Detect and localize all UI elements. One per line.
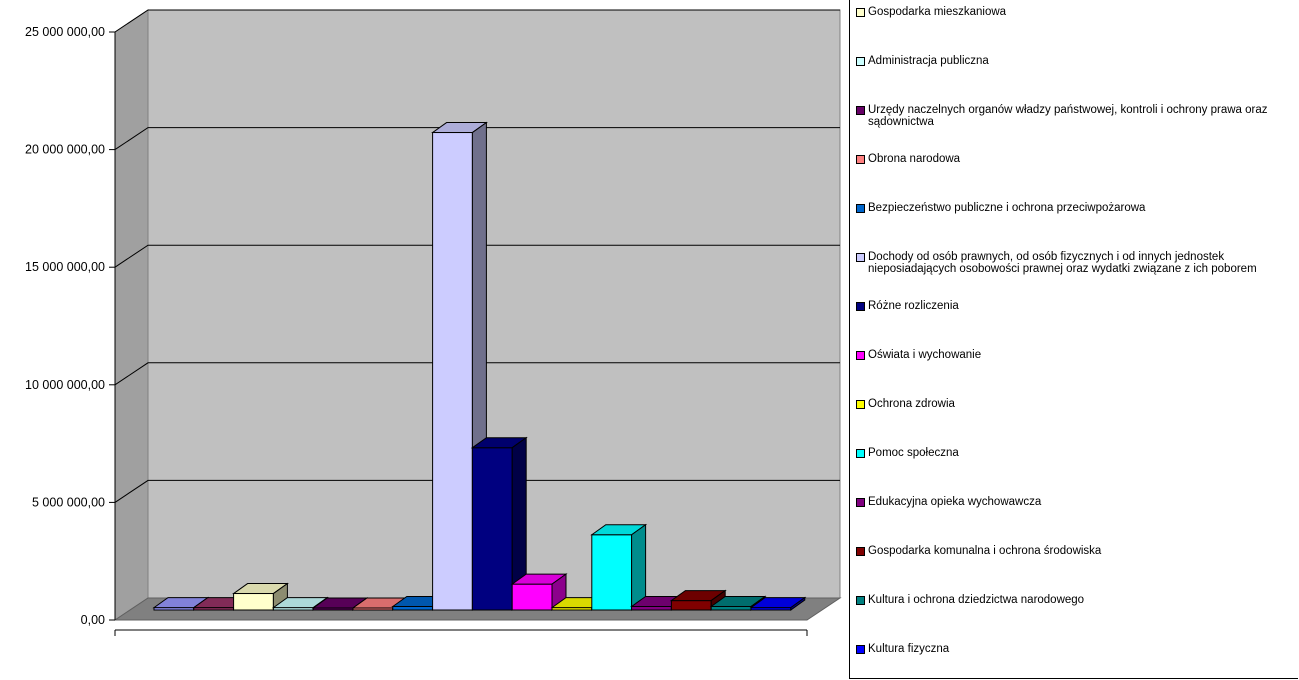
bar-front	[710, 605, 752, 611]
bar	[749, 596, 807, 611]
legend-label: Urzędy naczelnych organów władzy państwo…	[868, 104, 1268, 128]
chart-plot: 0,00 5 000 000,00 10 000 000,00 15 000 000,…	[25, 9, 842, 636]
legend-item: Administracja publiczna	[856, 55, 1294, 67]
legend-swatch	[856, 204, 865, 213]
legend-label: Bezpieczeństwo publiczne i ochrona przec…	[868, 202, 1146, 214]
bar-side	[631, 523, 647, 611]
legend-swatch	[856, 596, 865, 605]
y-tick-label: 0,00	[81, 613, 105, 627]
legend-swatch	[856, 155, 865, 164]
y-tick-label: 5 000 000,00	[32, 495, 105, 509]
bar-side	[790, 596, 806, 611]
bar	[232, 582, 289, 611]
legend-item: Różne rozliczenia	[856, 300, 1294, 312]
bar-front	[511, 583, 553, 611]
legend-swatch	[856, 351, 865, 360]
legend-item: Urzędy naczelnych organów władzy państwo…	[856, 104, 1294, 128]
bar-front	[591, 534, 633, 611]
legend-item: Ochrona zdrowia	[856, 398, 1294, 410]
bar-front	[233, 593, 274, 611]
legend-label: Edukacyjna opieka wychowawcza	[868, 496, 1042, 508]
chart-gridlines	[114, 9, 840, 503]
legend-swatch	[856, 253, 865, 262]
legend-item: Kultura fizyczna	[856, 643, 1294, 655]
legend-swatch	[856, 645, 865, 654]
legend-item: Edukacyjna opieka wychowawcza	[856, 496, 1294, 508]
chart-legend: Gospodarka mieszkaniowa Administracja pub…	[849, 0, 1298, 679]
legend-item: Bezpieczeństwo publiczne i ochrona przec…	[856, 202, 1294, 214]
legend-label: Pomoc społeczna	[868, 447, 959, 459]
legend-label: Gospodarka komunalna i ochrona środowisk…	[868, 545, 1102, 557]
legend-swatch	[856, 400, 865, 409]
bar-front	[471, 447, 513, 611]
gridline	[114, 362, 840, 386]
bar-front	[670, 600, 712, 611]
legend-swatch	[856, 449, 865, 458]
bar-front	[392, 605, 434, 611]
legend-item: Gospodarka mieszkaniowa	[856, 6, 1294, 18]
legend-label: Kultura i ochrona dziedzictwa narodowego	[868, 594, 1085, 606]
chart-bars	[152, 121, 807, 611]
legend-swatch	[856, 547, 865, 556]
y-tick-label: 10 000 000,00	[25, 378, 105, 392]
legend-item: Pomoc społeczna	[856, 447, 1294, 459]
legend-label: Różne rozliczenia	[868, 300, 959, 312]
legend-label: Oświata i wychowanie	[868, 349, 982, 361]
side-wall	[114, 9, 149, 621]
gridline	[114, 127, 840, 151]
legend-label: Administracja publiczna	[868, 55, 989, 67]
legend-item: Dochody od osób prawnych, od osób fizycz…	[856, 251, 1294, 275]
y-tick-label: 25 000 000,00	[25, 25, 105, 39]
legend-label: Obrona narodowa	[868, 153, 961, 165]
legend-item: Obrona narodowa	[856, 153, 1294, 165]
legend-swatch	[856, 57, 865, 66]
gridline	[114, 9, 840, 33]
bar-front	[432, 132, 473, 611]
chart-axes: 0,00 5 000 000,00 10 000 000,00 15 000 000,…	[25, 25, 808, 636]
legend-swatch	[856, 106, 865, 115]
legend-item: Gospodarka komunalna i ochrona środowisk…	[856, 545, 1294, 557]
legend-swatch	[856, 8, 865, 17]
legend-item: Kultura i ochrona dziedzictwa narodowego	[856, 594, 1294, 606]
y-tick-label: 20 000 000,00	[25, 143, 105, 157]
bar	[470, 436, 528, 611]
legend-swatch	[856, 302, 865, 311]
bar	[669, 589, 727, 611]
legend-label: Kultura fizyczna	[868, 643, 950, 655]
gridline	[114, 479, 840, 503]
bar	[590, 523, 648, 611]
y-tick-label: 15 000 000,00	[25, 260, 105, 274]
gridline	[114, 244, 840, 268]
legend-swatch	[856, 498, 865, 507]
legend-label: Ochrona zdrowia	[868, 398, 955, 410]
legend-label: Gospodarka mieszkaniowa	[868, 6, 1007, 18]
legend-item: Oświata i wychowanie	[856, 349, 1294, 361]
legend-label: Dochody od osób prawnych, od osób fizycz…	[868, 251, 1257, 275]
bar-front	[631, 605, 672, 611]
